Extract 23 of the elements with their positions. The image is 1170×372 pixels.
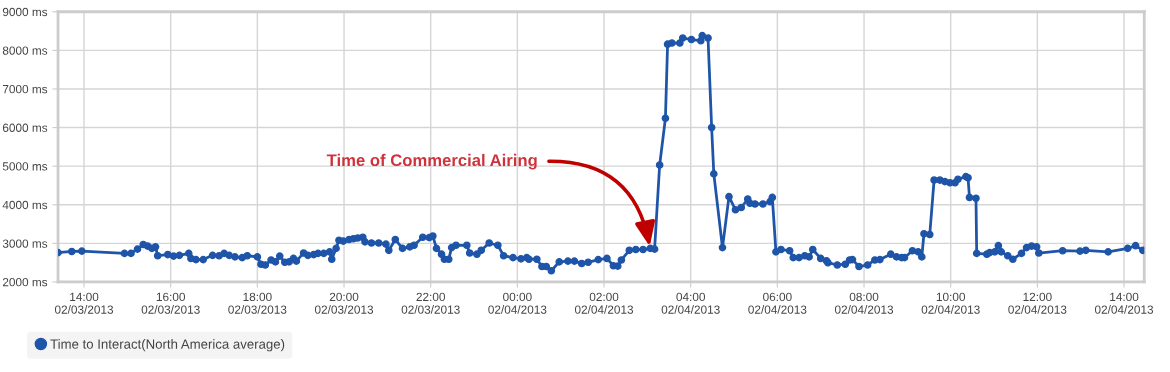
x-tick-label: 08:00 02/04/2013 [834,292,894,314]
x-tick-label: 16:00 02/03/2013 [141,292,200,314]
annotation: Time of Commercial Airing [326,153,537,170]
y-tick-label: 9000 ms [2,7,48,17]
x-tick-label: 22:00 02/03/2013 [401,292,460,314]
x-tick-label: 10:00 02/04/2013 [921,292,980,314]
legend-label: Time to Interact(North America average) [50,339,285,352]
y-tick-label: 3000 ms [2,239,48,248]
y-tick-label: 6000 ms [2,123,48,132]
x-tick-label: 14:00 02/04/2013 [1094,292,1154,314]
y-tick-label: 4000 ms [2,200,48,210]
y-tick-label: 8000 ms [2,46,48,55]
x-tick-label: 00:00 02/04/2013 [488,292,547,314]
x-tick-label: 14:00 02/03/2013 [54,292,114,314]
x-tick-label: 06:00 02/04/2013 [748,292,807,314]
y-tick-label: 5000 ms [2,162,48,171]
x-tick-label: 20:00 02/03/2013 [314,292,374,314]
x-tick-label: 04:00 02/04/2013 [661,292,720,314]
y-tick-label: 2000 ms [2,278,48,287]
x-tick-label: 18:00 02/03/2013 [228,292,287,314]
x-tick-label: 12:00 02/04/2013 [1008,292,1067,314]
x-tick-label: 02:00 02/04/2013 [574,292,634,314]
y-tick-label: 7000 ms [2,85,48,94]
